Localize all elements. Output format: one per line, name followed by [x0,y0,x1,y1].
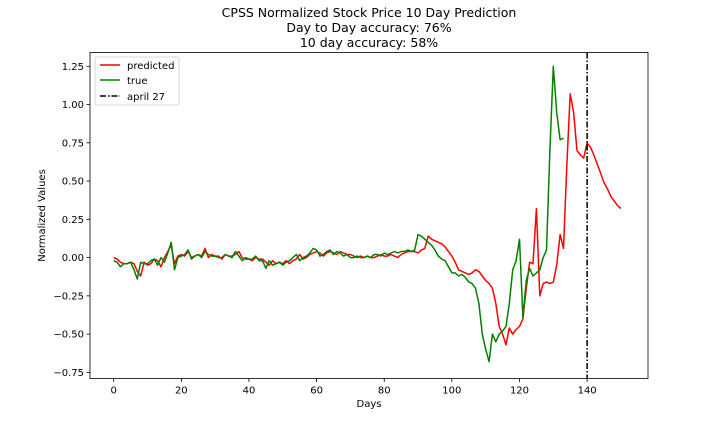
x-tick-label: 140 [578,386,597,397]
legend-label-april-27: april 27 [127,92,165,103]
y-axis: −0.75 −0.50 −0.25 0.00 0.25 0.50 0.75 1.00 1.25 [53,62,90,379]
x-tick-label: 40 [243,386,256,397]
chart-title-line-3: 10 day accuracy: 58% [300,35,438,50]
y-tick-label: −0.25 [53,291,84,302]
y-tick-label: 1.00 [62,100,84,111]
y-tick-label: 1.25 [62,62,84,73]
legend-box [94,56,180,106]
legend-label-true: true [127,76,148,87]
x-tick-label: 120 [510,386,529,397]
x-tick-label: 80 [378,386,391,397]
x-axis-label: Days [357,399,382,410]
y-tick-label: 0.75 [62,138,84,149]
x-tick-label: 60 [310,386,323,397]
chart-title-line-2: Day to Day accuracy: 76% [286,20,451,35]
x-tick-label: 100 [442,386,461,397]
x-tick-label: 20 [175,386,188,397]
y-tick-label: −0.75 [53,368,84,379]
plot-series [113,52,622,379]
legend-label-predicted: predicted [127,61,174,72]
y-tick-label: 0.25 [62,215,84,226]
y-axis-label: Normalized Values [37,169,48,262]
x-tick-label: 0 [110,386,116,397]
chart-title-line-1: CPSS Normalized Stock Price 10 Day Predi… [222,5,517,20]
x-axis: 0 20 40 60 80 100 120 140 [110,378,597,397]
y-tick-label: −0.50 [53,330,84,341]
y-tick-label: 0.50 [62,177,84,188]
chart-title: CPSS Normalized Stock Price 10 Day Predi… [222,5,517,50]
series-line-true [113,65,564,363]
legend: predicted true april 27 [94,56,180,106]
plot-frame [89,52,649,379]
y-tick-label: 0.00 [62,253,84,264]
